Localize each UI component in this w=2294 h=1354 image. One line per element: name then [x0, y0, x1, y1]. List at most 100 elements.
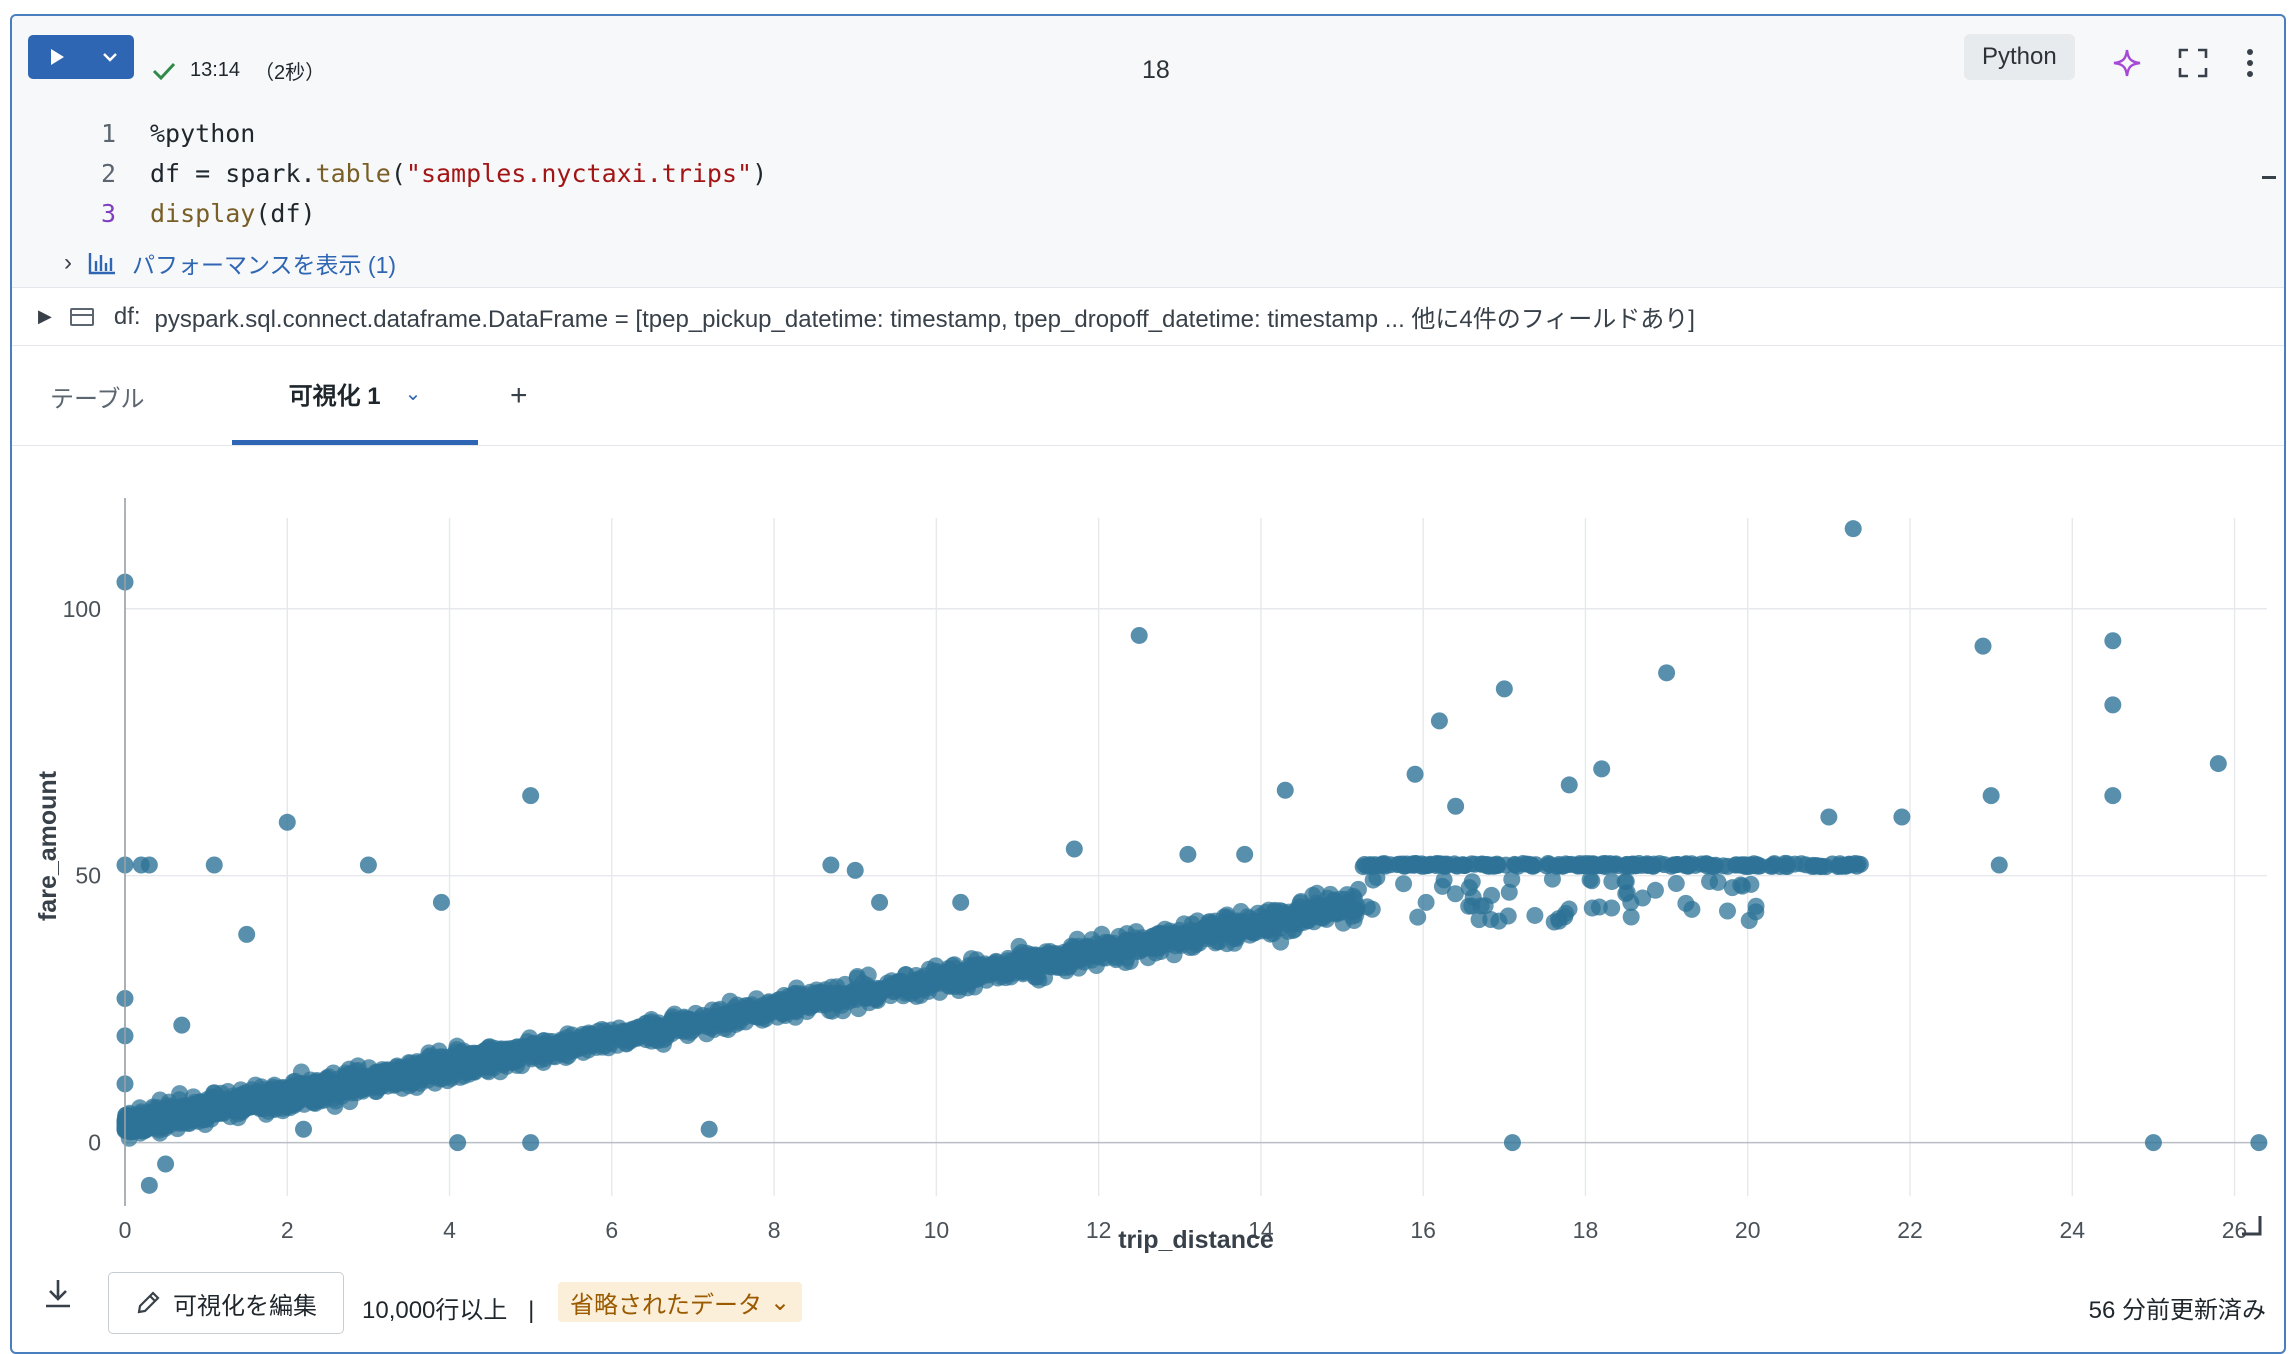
scatter-point	[2209, 755, 2227, 773]
scatter-point	[1593, 760, 1611, 778]
row-count: 10,000行以上 |	[362, 1290, 534, 1325]
x-tick-label: 12	[1086, 1217, 1112, 1243]
scatter-point	[1395, 875, 1413, 893]
scatter-point	[231, 1101, 249, 1119]
scatter-point	[1524, 857, 1542, 875]
scatter-point	[281, 1099, 299, 1117]
scatter-point	[580, 1024, 598, 1042]
scatter-point	[287, 1078, 305, 1096]
scatter-point	[579, 1041, 597, 1059]
scatter-point	[1065, 840, 1083, 858]
scatter-point	[969, 956, 987, 974]
download-icon[interactable]	[44, 1278, 72, 1316]
sparkle-icon[interactable]	[2112, 48, 2142, 83]
scatter-point	[1848, 857, 1866, 875]
language-selector[interactable]: Python	[1964, 34, 2075, 80]
scatter-point	[1179, 845, 1197, 863]
resize-handle[interactable]	[2242, 1216, 2262, 1236]
dataframe-name: df:	[113, 302, 141, 330]
dataframe-schema[interactable]: ▶ df: pyspark.sql.connect.dataframe.Data…	[12, 288, 2284, 346]
result-tabs: テーブル 可視化 1 ⌄ +	[12, 347, 2284, 446]
scatter-point	[1499, 907, 1517, 925]
line-number: 2	[100, 158, 116, 188]
scatter-point	[205, 856, 223, 874]
scatter-point	[1667, 875, 1685, 893]
chevron-down-icon[interactable]: ⌄	[404, 383, 422, 405]
scatter-point	[219, 1082, 237, 1100]
tab-visualization[interactable]: 可視化 1 ⌄	[232, 347, 478, 445]
x-tick-label: 22	[1897, 1217, 1923, 1243]
y-tick-label: 100	[63, 596, 101, 622]
tab-table[interactable]: テーブル	[50, 347, 145, 445]
edit-visualization-label: 可視化を編集	[173, 1292, 317, 1320]
scatter-point	[246, 1076, 264, 1094]
scatter-point	[1658, 664, 1676, 682]
scatter-point	[2104, 696, 2122, 714]
scatter-point	[1982, 787, 2000, 805]
scatter-point	[1100, 943, 1118, 961]
scatter-point	[1747, 897, 1765, 915]
show-performance-toggle[interactable]: › パフォーマンスを表示 (1)	[64, 246, 396, 280]
run-options-dropdown[interactable]	[86, 35, 134, 79]
scatter-point	[2250, 1134, 2268, 1152]
truncated-data-badge[interactable]: 省略されたデータ ⌄	[558, 1282, 803, 1322]
run-cell-button[interactable]	[28, 35, 86, 79]
scatter-point	[449, 1134, 467, 1152]
scatter-point	[1028, 947, 1046, 965]
code-lines[interactable]: 1 %python 2 df = spark. table("samples.ny…	[76, 113, 767, 233]
x-tick-label: 10	[924, 1217, 950, 1243]
expand-icon[interactable]	[2178, 48, 2208, 83]
scatter-point	[1646, 881, 1664, 899]
row-count-label: 10,000行以上	[362, 1297, 508, 1324]
scatter-point	[1363, 900, 1381, 918]
chevron-down-icon: ⌄	[770, 1288, 791, 1316]
scatter-point	[791, 997, 809, 1015]
scatter-point	[1280, 909, 1298, 927]
scatter-point	[791, 985, 809, 1003]
code-text: )	[752, 158, 768, 188]
scatter-point	[171, 1105, 189, 1123]
x-tick-label: 20	[1735, 1217, 1761, 1243]
expand-triangle-icon: ▶	[38, 306, 52, 326]
scatter-point	[1466, 855, 1484, 873]
scatter-point	[1409, 908, 1427, 926]
scatter-point	[860, 994, 878, 1012]
scatter-point	[359, 856, 377, 874]
edit-visualization-button[interactable]: 可視化を編集	[108, 1272, 344, 1334]
scatter-point	[1417, 893, 1435, 911]
scatter-point	[238, 925, 256, 943]
scatter-point	[157, 1155, 175, 1173]
kebab-menu-icon[interactable]	[2242, 48, 2258, 83]
scatter-point	[1472, 897, 1490, 915]
scatter-point	[157, 1117, 175, 1135]
scatter-point	[210, 1104, 228, 1122]
scatter-point	[171, 1085, 189, 1103]
scatter-point	[654, 1035, 672, 1053]
scrollbar-thumb[interactable]	[2262, 176, 2276, 179]
scatter-point	[1607, 855, 1625, 873]
scatter-point	[1276, 781, 1294, 799]
scatter-point	[1622, 856, 1640, 874]
scatter-point	[1420, 856, 1438, 874]
scatter-point	[318, 1086, 336, 1104]
code-editor-area[interactable]: 13:14 （2秒） 18 Python 1 %python 2 df = sp…	[12, 16, 2284, 288]
scatter-point	[553, 1032, 571, 1050]
scatter-point	[1603, 899, 1621, 917]
scatter-point	[725, 999, 743, 1017]
scatter-point	[2104, 632, 2122, 650]
scatter-point	[1334, 914, 1352, 932]
scatter-point	[465, 1063, 483, 1081]
scatter-point	[559, 1047, 577, 1065]
scatter-point	[700, 1014, 718, 1032]
line-number: 3	[100, 198, 116, 228]
tab-label: 可視化 1	[288, 383, 381, 410]
line-number: 1	[100, 118, 116, 148]
scatter-point	[659, 1021, 677, 1039]
scatter-point	[1560, 776, 1578, 794]
separator: |	[528, 1297, 535, 1324]
add-tab-button[interactable]: +	[510, 379, 528, 412]
scatter-point	[1543, 870, 1561, 888]
scatter-point	[123, 1116, 141, 1134]
scatter-point	[1435, 871, 1453, 889]
